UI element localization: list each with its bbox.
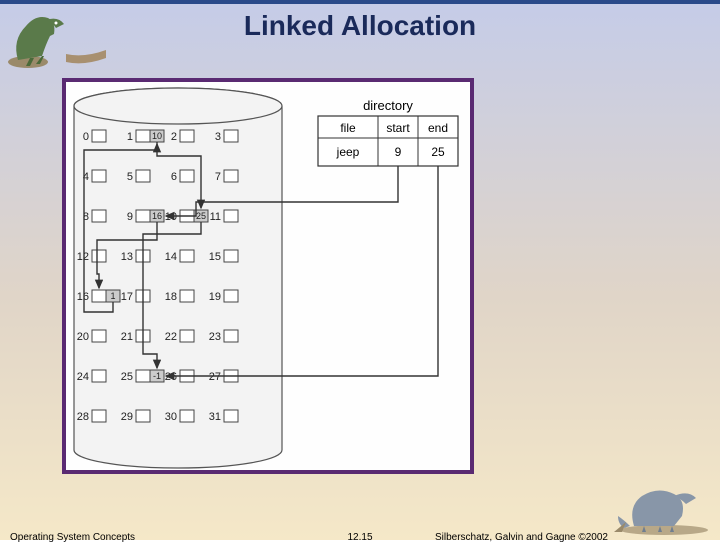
svg-text:12: 12 bbox=[77, 251, 89, 263]
svg-text:10: 10 bbox=[152, 131, 162, 141]
footer-right: Silberschatz, Galvin and Gagne ©2002 bbox=[435, 532, 608, 543]
svg-text:1: 1 bbox=[127, 131, 133, 143]
svg-text:27: 27 bbox=[209, 371, 221, 383]
dinosaur-decoration-top-left bbox=[6, 6, 116, 70]
svg-text:25: 25 bbox=[196, 211, 206, 221]
svg-text:11: 11 bbox=[210, 211, 221, 223]
svg-text:16: 16 bbox=[152, 211, 162, 221]
svg-text:6: 6 bbox=[171, 171, 177, 183]
footer-left: Operating System Concepts bbox=[10, 532, 135, 543]
svg-text:16: 16 bbox=[77, 291, 89, 303]
svg-text:23: 23 bbox=[209, 331, 221, 343]
svg-text:14: 14 bbox=[165, 251, 177, 263]
svg-text:24: 24 bbox=[77, 371, 89, 383]
svg-text:-1: -1 bbox=[153, 371, 161, 381]
svg-text:3: 3 bbox=[215, 131, 221, 143]
top-bar bbox=[0, 0, 720, 4]
figure-frame: 0110234567891610251112131415161171819202… bbox=[62, 78, 474, 474]
svg-text:31: 31 bbox=[209, 411, 221, 423]
svg-text:20: 20 bbox=[77, 331, 89, 343]
svg-text:22: 22 bbox=[165, 331, 177, 343]
svg-text:0: 0 bbox=[83, 131, 89, 143]
svg-text:5: 5 bbox=[127, 171, 133, 183]
svg-text:9: 9 bbox=[395, 145, 402, 159]
svg-text:jeep: jeep bbox=[336, 145, 360, 159]
svg-text:10: 10 bbox=[165, 211, 177, 223]
svg-text:29: 29 bbox=[121, 411, 133, 423]
svg-text:end: end bbox=[428, 121, 448, 135]
svg-text:9: 9 bbox=[127, 211, 133, 223]
dinosaur-decoration-bottom-right bbox=[614, 476, 714, 536]
svg-text:28: 28 bbox=[77, 411, 89, 423]
svg-text:2: 2 bbox=[171, 131, 177, 143]
svg-text:directory: directory bbox=[363, 98, 413, 113]
svg-text:1: 1 bbox=[110, 291, 115, 301]
svg-text:15: 15 bbox=[209, 251, 221, 263]
svg-text:26: 26 bbox=[165, 371, 177, 383]
linked-allocation-diagram: 0110234567891610251112131415161171819202… bbox=[66, 82, 470, 470]
svg-text:17: 17 bbox=[121, 291, 133, 303]
slide: Linked Allocation 0110234567891610251112… bbox=[0, 0, 720, 540]
svg-text:13: 13 bbox=[121, 251, 133, 263]
svg-text:25: 25 bbox=[121, 371, 133, 383]
svg-text:21: 21 bbox=[121, 331, 133, 343]
svg-text:start: start bbox=[386, 121, 410, 135]
svg-text:19: 19 bbox=[209, 291, 221, 303]
svg-text:18: 18 bbox=[165, 291, 177, 303]
svg-text:file: file bbox=[340, 121, 356, 135]
svg-text:7: 7 bbox=[215, 171, 221, 183]
footer-center: 12.15 bbox=[347, 532, 372, 543]
svg-text:30: 30 bbox=[165, 411, 177, 423]
svg-text:25: 25 bbox=[431, 145, 445, 159]
